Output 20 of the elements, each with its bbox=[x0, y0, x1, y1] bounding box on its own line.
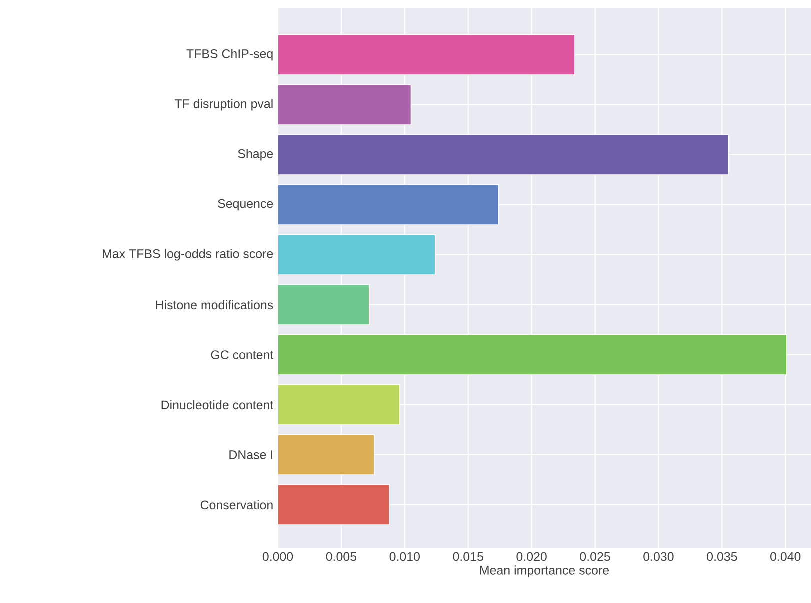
x-axis-title: Mean importance score bbox=[480, 566, 609, 578]
y-tick-label: TFBS ChIP-seq bbox=[186, 49, 273, 61]
x-tick-label: 0.020 bbox=[516, 552, 547, 562]
y-tick-label: Max TFBS log-odds ratio score bbox=[103, 249, 274, 261]
x-tick-label: 0.005 bbox=[326, 552, 357, 562]
y-tick-label: Histone modifications bbox=[156, 300, 274, 310]
y-tick-label: TF disruption pval bbox=[174, 99, 273, 111]
y-tick-label: Shape bbox=[238, 149, 274, 161]
y-tick-label: DNase I bbox=[230, 450, 272, 460]
x-tick-label: 0.000 bbox=[262, 552, 294, 562]
x-tick-label: 0.030 bbox=[644, 552, 674, 562]
y-tick-label: Dinucleotide content bbox=[162, 400, 274, 410]
x-tick-label: 0.040 bbox=[770, 552, 801, 562]
x-tick-label: 0.010 bbox=[390, 552, 420, 562]
x-tick-label: 0.035 bbox=[707, 552, 738, 562]
x-tick-label: 0.015 bbox=[453, 552, 484, 562]
y-tick-label: Sequence bbox=[218, 199, 274, 211]
y-tick-label: Conservation bbox=[200, 500, 273, 510]
y-tick-label: GC content bbox=[211, 350, 274, 360]
x-tick-label: 0.025 bbox=[580, 552, 610, 562]
